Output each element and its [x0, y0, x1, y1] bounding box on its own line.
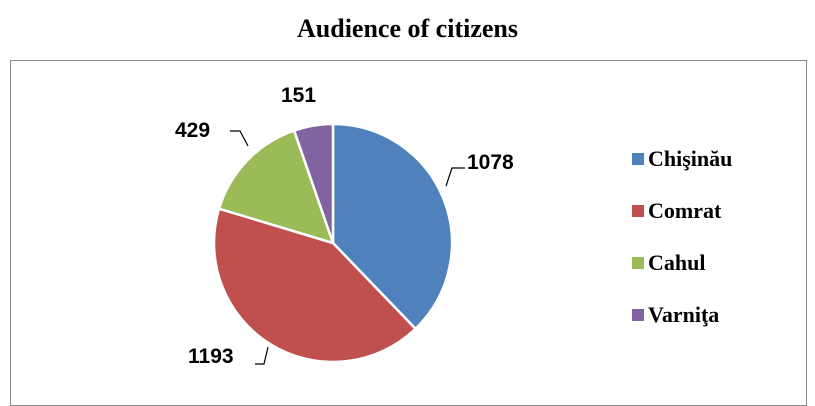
leader-lines — [230, 130, 465, 365]
pie-slice-cahul — [217, 129, 335, 245]
leader-line-comrat — [255, 346, 269, 365]
pie-chart: 1078 1193 429 151 — [175, 84, 514, 368]
legend-item-varnita: Varniţa — [632, 301, 812, 328]
pie-slice-chisinau — [331, 122, 454, 331]
legend-item-comrat: Comrat — [632, 197, 812, 224]
data-label-chisinau: 1078 — [467, 151, 514, 174]
legend-label-cahul: Cahul — [648, 249, 706, 275]
legend-swatch-chisinau — [632, 152, 644, 165]
pie-slice-varnita — [292, 122, 335, 245]
pie-slices — [212, 122, 454, 364]
chart-title: Audience of citizens — [297, 14, 518, 43]
legend-label-comrat: Comrat — [648, 197, 722, 223]
legend: Chişinău Comrat Cahul Varniţa — [632, 145, 812, 353]
leader-line-chisinau — [445, 167, 465, 187]
data-label-comrat: 1193 — [188, 345, 234, 368]
data-label-varnita: 151 — [281, 84, 316, 107]
leader-line-cahul — [230, 130, 249, 147]
legend-swatch-comrat — [632, 204, 644, 217]
legend-label-chisinau: Chişinău — [648, 145, 733, 171]
data-labels: 1078 1193 429 151 — [175, 84, 514, 368]
legend-swatch-cahul — [632, 256, 644, 269]
pie-slice-comrat — [212, 207, 417, 364]
legend-item-cahul: Cahul — [632, 249, 812, 276]
legend-label-varnita: Varniţa — [648, 301, 720, 327]
legend-swatch-varnita — [632, 308, 644, 321]
legend-item-chisinau: Chişinău — [632, 145, 812, 172]
data-label-cahul: 429 — [175, 119, 210, 142]
